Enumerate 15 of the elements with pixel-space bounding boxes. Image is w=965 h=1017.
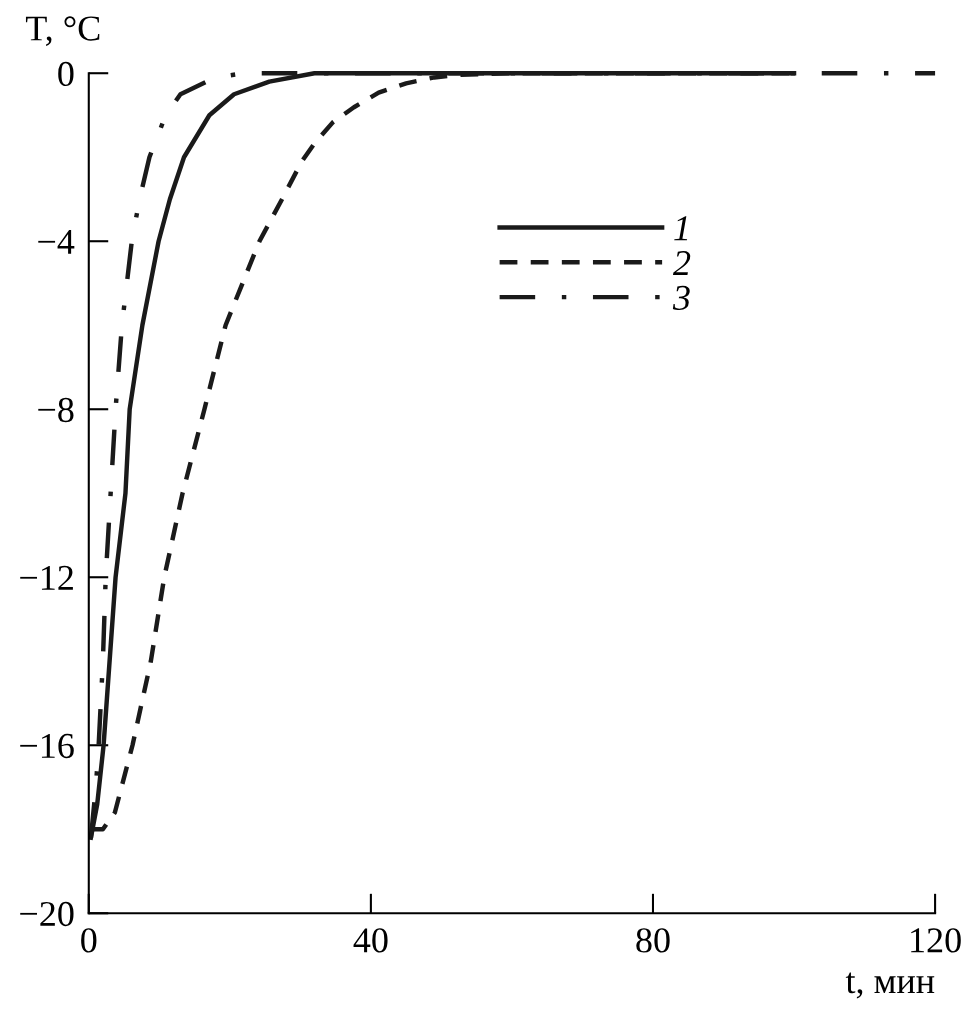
x-axis-title: t, мин [845, 972, 935, 999]
y-tick-label: −20 [20, 901, 74, 927]
y-tick-label: −16 [20, 733, 74, 759]
legend-label: 1 [674, 216, 688, 241]
y-axis-title: T, °C [25, 16, 100, 46]
y-tick-label: 0 [58, 61, 74, 87]
legend-label: 3 [672, 285, 690, 311]
y-tick-label: −8 [38, 397, 74, 423]
legend-label: 2 [672, 251, 691, 275]
x-tick-label: 120 [911, 928, 961, 953]
y-tick-label: −4 [38, 229, 75, 254]
x-tick-label: 0 [81, 928, 97, 953]
y-tick-label: −12 [20, 565, 73, 590]
x-tick-label: 40 [353, 928, 388, 953]
x-tick-label: 80 [636, 928, 670, 953]
